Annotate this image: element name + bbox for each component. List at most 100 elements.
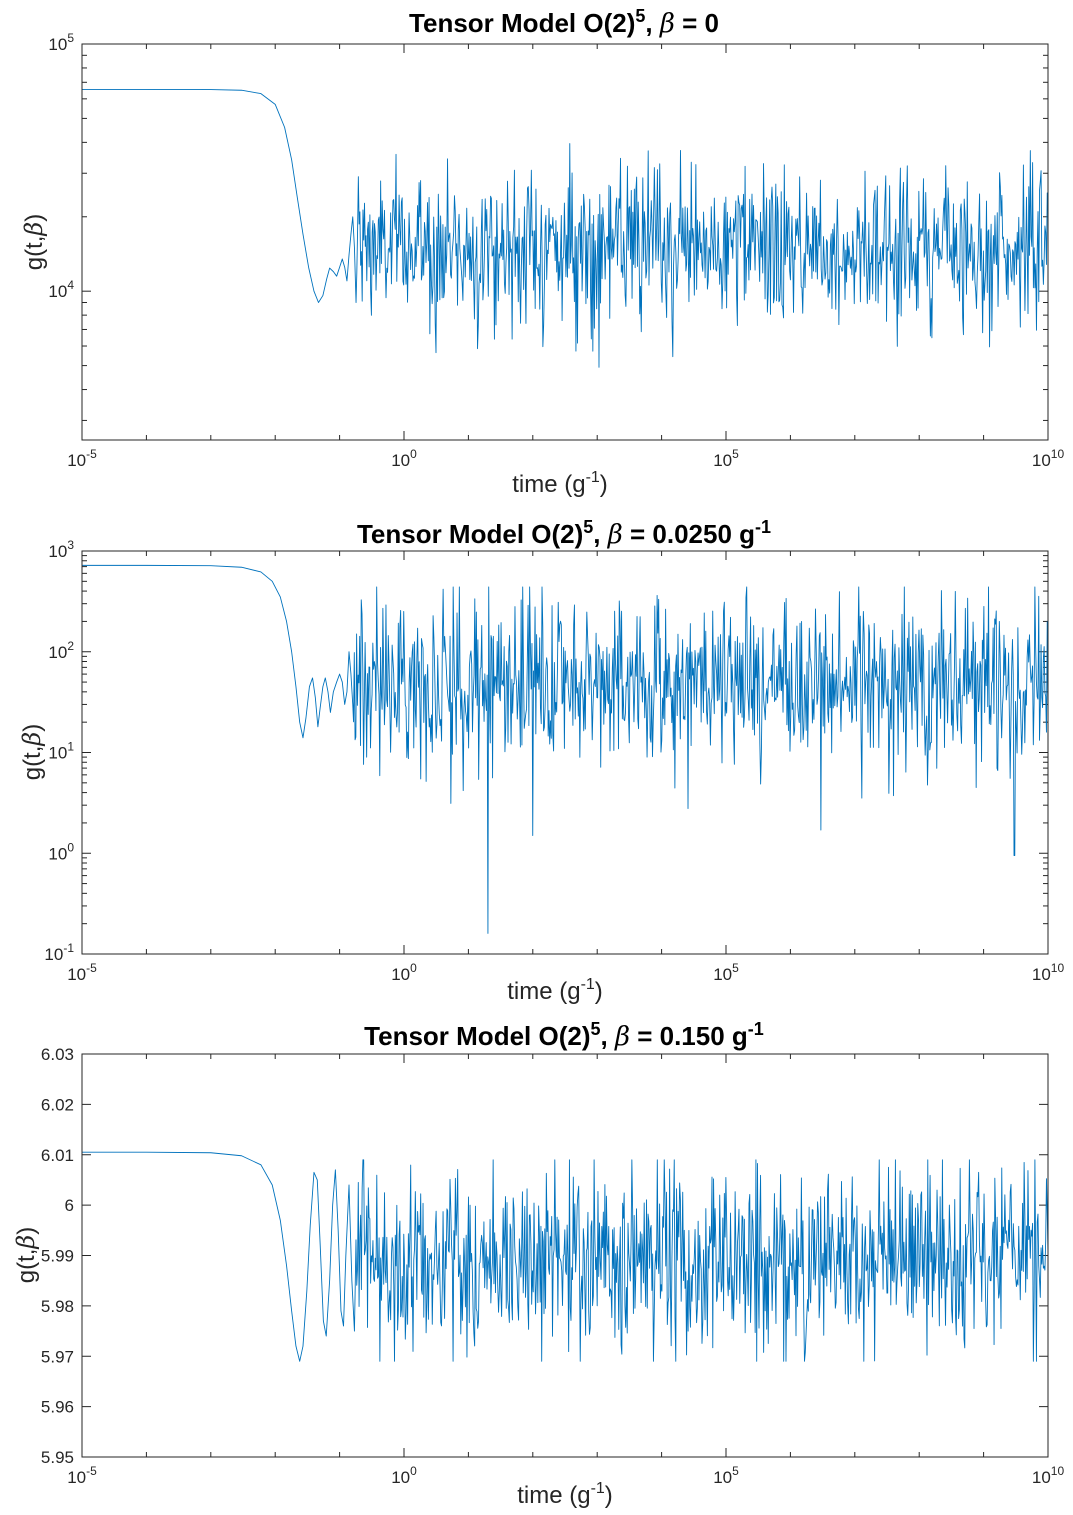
title-beta-value: = 0.150 g [630, 1021, 748, 1051]
tick-exponent: 10 [1051, 447, 1065, 461]
tick-base: 10 [713, 965, 732, 984]
xlabel-main: time (g [507, 978, 580, 1005]
title-superscript: 5 [583, 517, 593, 537]
y-tick-label: 105 [48, 31, 74, 54]
tick-exponent: 0 [410, 447, 417, 461]
xlabel-close: ) [605, 1482, 613, 1509]
xlabel-superscript: -1 [591, 1480, 605, 1497]
y-tick-label: 6.01 [41, 1146, 74, 1165]
tick-base: 10 [1032, 1468, 1051, 1487]
x-tick-label: 105 [713, 447, 739, 470]
series-line [82, 88, 1049, 368]
beta-symbol: β [614, 1022, 630, 1052]
tick-base: 10 [48, 844, 67, 863]
tick-marks [81, 43, 1049, 440]
plot-frame [81, 43, 1049, 441]
tick-base: 10 [1032, 965, 1051, 984]
beta-symbol: β [659, 9, 675, 39]
ylabel-close: ) [13, 1227, 40, 1235]
tick-exponent: 4 [67, 278, 74, 292]
y-tick-label: 10-1 [44, 941, 74, 964]
tick-exponent: 5 [732, 447, 739, 461]
x-tick-label: 1010 [1032, 1464, 1065, 1487]
tick-exponent: 0 [410, 961, 417, 975]
x-axis-label: time (g-1) [517, 1480, 613, 1509]
tick-base: 10 [713, 451, 732, 470]
tick-exponent: 0 [67, 840, 74, 854]
x-tick-label: 10-5 [67, 447, 97, 470]
x-tick-label: 100 [391, 961, 417, 984]
y-tick-label: 5.99 [41, 1247, 74, 1266]
x-axis-label: time (g-1) [512, 469, 608, 498]
tick-exponent: 2 [67, 639, 74, 653]
ylabel-close: ) [21, 214, 48, 222]
chart-title: Tensor Model O(2)5, β = 0.0250 g-1 [357, 517, 771, 550]
tick-labels: 10-5 100 105 10105.955.965.975.985.9966.016… [41, 1045, 1065, 1487]
tick-base: 10 [48, 542, 67, 561]
tick-base: 10 [391, 1468, 410, 1487]
xlabel-main: time (g [512, 471, 585, 498]
title-unit-superscript: -1 [748, 1019, 764, 1039]
ylabel-main: g(t, [13, 1249, 40, 1284]
data-line-group [82, 1151, 1049, 1362]
x-tick-label: 100 [391, 447, 417, 470]
panel-3: Tensor Model O(2)5, β = 0.150 g-1 10-5 10… [12, 1019, 1064, 1509]
tick-exponent: 5 [732, 1464, 739, 1478]
y-tick-label: 6.03 [41, 1045, 74, 1064]
x-tick-label: 1010 [1032, 961, 1065, 984]
y-tick-label: 5.95 [41, 1448, 74, 1467]
tick-base: 10 [48, 744, 67, 763]
tick-exponent: -1 [63, 941, 74, 955]
title-unit-superscript: -1 [755, 517, 771, 537]
x-tick-label: 1010 [1032, 447, 1065, 470]
beta-symbol: β [20, 222, 48, 237]
tick-base: 10 [48, 35, 67, 54]
beta-symbol: β [18, 732, 46, 747]
title-superscript: 5 [590, 1019, 600, 1039]
series-line [82, 564, 1049, 934]
tick-base: 10 [391, 451, 410, 470]
xlabel-close: ) [600, 471, 608, 498]
panel-1: Tensor Model O(2)5, β = 0 10-5 100 105 1010… [20, 6, 1064, 498]
tick-exponent: 0 [410, 1464, 417, 1478]
tick-exponent: 3 [67, 538, 74, 552]
xlabel-superscript: -1 [586, 469, 600, 486]
tick-base: 10 [67, 1468, 86, 1487]
plot-frame [81, 550, 1049, 955]
tick-base: 10 [44, 945, 63, 964]
tick-base: 10 [67, 451, 86, 470]
title-beta-value: = 0.0250 g [623, 519, 755, 549]
title-superscript: 5 [635, 6, 645, 26]
y-tick-label: 100 [48, 840, 74, 863]
y-tick-label: 101 [48, 740, 74, 763]
x-tick-label: 10-5 [67, 1464, 97, 1487]
x-axis-label: time (g-1) [507, 976, 603, 1005]
ylabel-main: g(t, [21, 236, 48, 271]
tick-marks [81, 550, 1049, 955]
panel-2: Tensor Model O(2)5, β = 0.0250 g-1 10 -5 1… [18, 517, 1064, 1005]
tick-exponent: -5 [86, 447, 97, 461]
xlabel-superscript: -1 [581, 976, 595, 993]
y-tick-label: 6.02 [41, 1095, 74, 1114]
beta-symbol: β [607, 520, 623, 550]
tick-exponent: 5 [732, 961, 739, 975]
tick-base: 10 [48, 643, 67, 662]
tick-exponent: 10 [1051, 961, 1065, 975]
ylabel-close: ) [19, 724, 46, 732]
tick-exponent: -5 [86, 961, 97, 975]
tick-base: 10 [391, 965, 410, 984]
chart-title: Tensor Model O(2)5, β = 0 [409, 6, 719, 39]
xlabel-main: time (g [517, 1482, 590, 1509]
title-beta-value: = 0 [675, 8, 719, 38]
y-axis-label: g(t,β) [20, 214, 48, 271]
y-tick-label: 5.98 [41, 1297, 74, 1316]
tick-exponent: -5 [86, 1464, 97, 1478]
title-main: Tensor Model O(2) [364, 1021, 590, 1051]
tick-base: 10 [1032, 451, 1051, 470]
y-tick-label: 5.97 [41, 1347, 74, 1366]
tick-base: 10 [713, 1468, 732, 1487]
tick-exponent: 10 [1051, 1464, 1065, 1478]
